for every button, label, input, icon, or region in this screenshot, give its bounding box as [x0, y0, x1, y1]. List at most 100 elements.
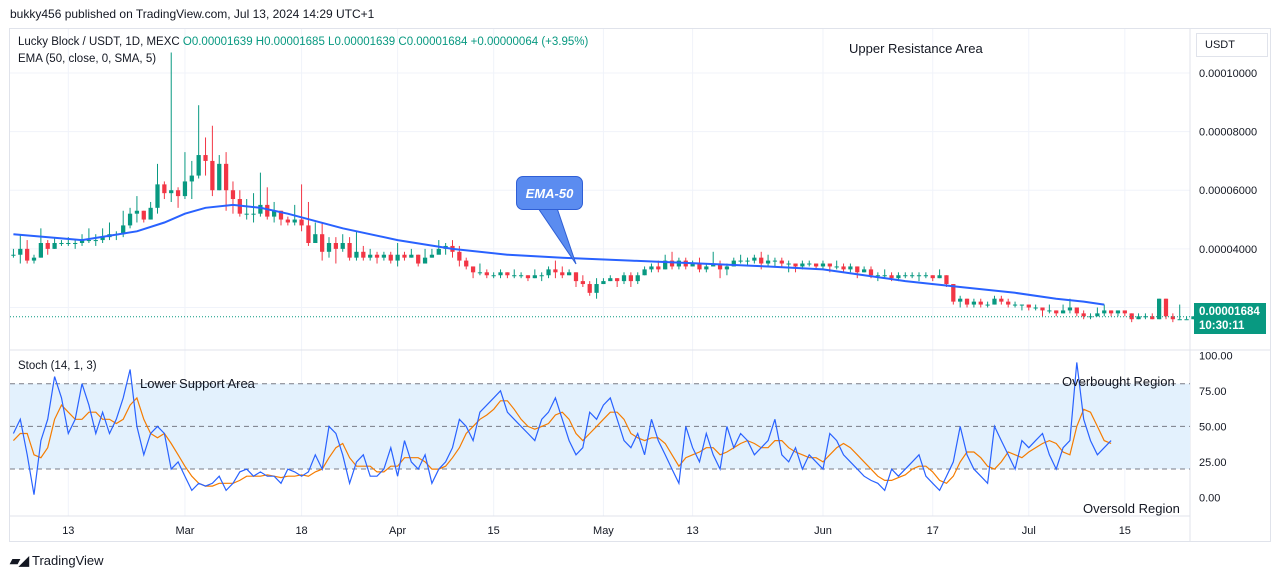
stoch-tick-label: 50.00 — [1199, 421, 1227, 433]
candle — [649, 263, 654, 273]
candle — [587, 281, 592, 296]
candle-body — [182, 181, 188, 197]
candle-body — [1150, 316, 1155, 320]
candle-body — [477, 272, 483, 274]
candle — [374, 251, 380, 264]
candle — [25, 240, 30, 264]
candle — [765, 254, 771, 267]
tradingview-brand[interactable]: ▰◢ TradingView — [10, 553, 104, 569]
stoch-band — [10, 383, 1190, 470]
candle — [594, 278, 599, 299]
candle-body — [134, 210, 140, 214]
ema-legend[interactable]: EMA (50, close, 0, SMA, 5) — [18, 53, 157, 65]
time-tick-label: 17 — [927, 525, 939, 537]
candle-body — [409, 254, 414, 258]
candle-body — [340, 243, 345, 249]
candle — [1012, 301, 1018, 308]
candle — [1074, 307, 1079, 317]
candle — [1143, 313, 1148, 320]
candle-body — [38, 243, 43, 258]
candle — [203, 137, 208, 176]
candle-body — [86, 240, 92, 242]
candle — [635, 272, 640, 285]
candle — [546, 266, 551, 279]
published-by-text: bukky456 published on TradingView.com, J… — [10, 7, 375, 21]
candle-body — [580, 281, 585, 285]
candle — [31, 254, 37, 264]
candle — [615, 278, 620, 287]
candle-body — [601, 281, 606, 285]
stoch-axis-labels: 0.00 25.00 50.00 75.00 100.00 — [1199, 350, 1233, 504]
candle-body — [525, 275, 531, 279]
candle-body — [505, 272, 510, 276]
currency-selector[interactable]: USDT — [1196, 33, 1268, 57]
candle-body — [772, 260, 778, 262]
candle — [244, 199, 249, 220]
candle-body — [148, 207, 153, 220]
candle-body — [1047, 310, 1052, 312]
candle — [848, 263, 853, 273]
price-tick-label: 0.00006000 — [1199, 185, 1257, 197]
candle-body — [361, 251, 366, 258]
candle — [1170, 313, 1175, 323]
candle — [402, 251, 407, 261]
candle-body — [1006, 301, 1011, 305]
overbought-label: Overbought Region — [1062, 374, 1175, 389]
candle — [148, 201, 153, 220]
price-tick-label: 0.00010000 — [1199, 68, 1257, 80]
candle-body — [374, 254, 380, 258]
candle-body — [669, 260, 675, 267]
candle-body — [272, 210, 277, 217]
candle-body — [958, 298, 963, 302]
symbol-name[interactable]: Lucky Block / USDT, 1D, MEXC — [18, 36, 180, 48]
candle-body — [196, 155, 201, 176]
candle — [169, 52, 174, 202]
candle — [642, 266, 647, 276]
candle-body — [1054, 310, 1059, 314]
candle-body — [223, 163, 229, 191]
candle-body — [285, 219, 290, 223]
candle — [86, 228, 92, 243]
candle — [127, 207, 133, 229]
candle-body — [848, 266, 853, 270]
candle — [285, 216, 290, 226]
candle — [1163, 298, 1169, 320]
candle-body — [217, 163, 222, 191]
stoch-legend[interactable]: Stoch (14, 1, 3) — [18, 360, 97, 372]
candle — [100, 228, 105, 243]
price-grid — [10, 72, 1190, 308]
candle — [381, 251, 387, 261]
candle-body — [251, 213, 256, 215]
time-tick-label: Jun — [814, 525, 832, 537]
time-tick-label: Apr — [389, 525, 406, 537]
price-axis-labels: 0.000020000.000040000.000060000.00008000… — [1199, 68, 1257, 315]
candle-body — [841, 266, 846, 270]
candle-body — [862, 269, 867, 273]
candle-body — [162, 184, 167, 194]
stoch-tick-label: 75.00 — [1199, 386, 1227, 398]
candle — [518, 272, 524, 279]
candle-body — [1012, 304, 1018, 306]
candle-body — [944, 275, 949, 285]
candle-body — [587, 284, 592, 293]
candle — [470, 266, 476, 279]
candle — [18, 234, 23, 264]
candle-body — [45, 243, 50, 249]
candle-body — [560, 272, 565, 276]
candle — [1006, 298, 1011, 308]
symbol-legend[interactable]: Lucky Block / USDT, 1D, MEXC O0.00001639… — [18, 36, 588, 48]
candle — [155, 163, 160, 214]
candle-body — [292, 219, 297, 223]
candle-body — [306, 225, 311, 243]
time-tick-label: Mar — [175, 525, 194, 537]
candle-body — [100, 237, 105, 241]
candle-body — [347, 243, 352, 258]
candle — [313, 222, 318, 243]
candle — [45, 240, 50, 255]
candle-body — [1102, 310, 1107, 314]
candle — [923, 272, 928, 279]
candle — [752, 254, 757, 264]
candle — [1054, 310, 1059, 317]
candle-body — [464, 260, 469, 267]
